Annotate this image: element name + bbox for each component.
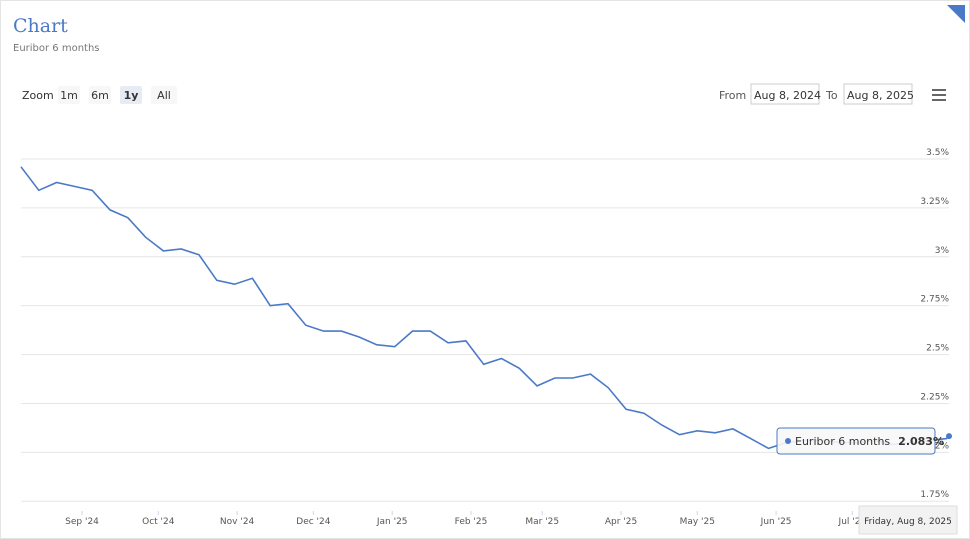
to-date[interactable]: Aug 8, 2025 [847,89,914,102]
x-hover-label: Friday, Aug 8, 2025 [864,517,952,527]
x-hover-box [858,505,958,535]
x-tick-label: Apr '25 [605,517,637,527]
x-tick-label: Dec '24 [296,517,330,527]
tooltip-text: Euribor 6 months 2.083% [795,435,944,448]
zoom-label: Zoom [22,89,54,102]
menu-button[interactable] [932,89,946,101]
from-date[interactable]: Aug 8, 2024 [754,89,821,102]
x-tick-label: Jun '25 [760,517,792,527]
from-label: From [719,89,746,102]
x-tick-label: Sep '24 [65,517,99,527]
range-button-label[interactable]: 1y [124,89,139,102]
range-button-label[interactable]: All [157,89,171,102]
chart-title: Chart [13,15,68,37]
y-tick-label: 3% [935,246,950,256]
to-input[interactable] [843,83,913,105]
y-tick-label: 1.75% [920,490,949,500]
y-tick-label: 2.25% [920,392,949,402]
range-button[interactable] [120,86,142,104]
hover-point [946,433,952,440]
range-button-label[interactable]: 6m [91,89,109,102]
x-tick-label: Oct '24 [142,517,175,527]
y-tick-label: 2% [935,441,950,451]
x-tick-label: Nov '24 [220,517,255,527]
range-button[interactable] [89,86,111,104]
x-tick-label: May '25 [680,517,715,527]
range-button[interactable] [151,86,177,104]
x-tick-label: Jan '25 [376,517,408,527]
chart-subtitle: Euribor 6 months [13,43,100,54]
y-tick-label: 3.25% [920,197,949,207]
tooltip-value: 2.083% [898,435,944,448]
x-tick-label: Feb '25 [455,517,488,527]
tooltip-dot [785,438,791,444]
line-series [20,166,950,450]
tooltip-box [776,427,936,455]
corner-badge [947,5,965,23]
tooltip-series: Euribor 6 months [795,435,890,448]
y-tick-label: 2.75% [920,295,949,305]
to-label: To [825,89,838,102]
range-button[interactable] [58,86,80,104]
x-tick-label: Mar '25 [525,517,559,527]
from-input[interactable] [750,83,820,105]
y-tick-label: 2.5% [926,344,949,354]
range-button-label[interactable]: 1m [60,89,78,102]
y-tick-label: 3.5% [926,148,949,158]
x-tick-label: Jul '25 [838,517,867,527]
